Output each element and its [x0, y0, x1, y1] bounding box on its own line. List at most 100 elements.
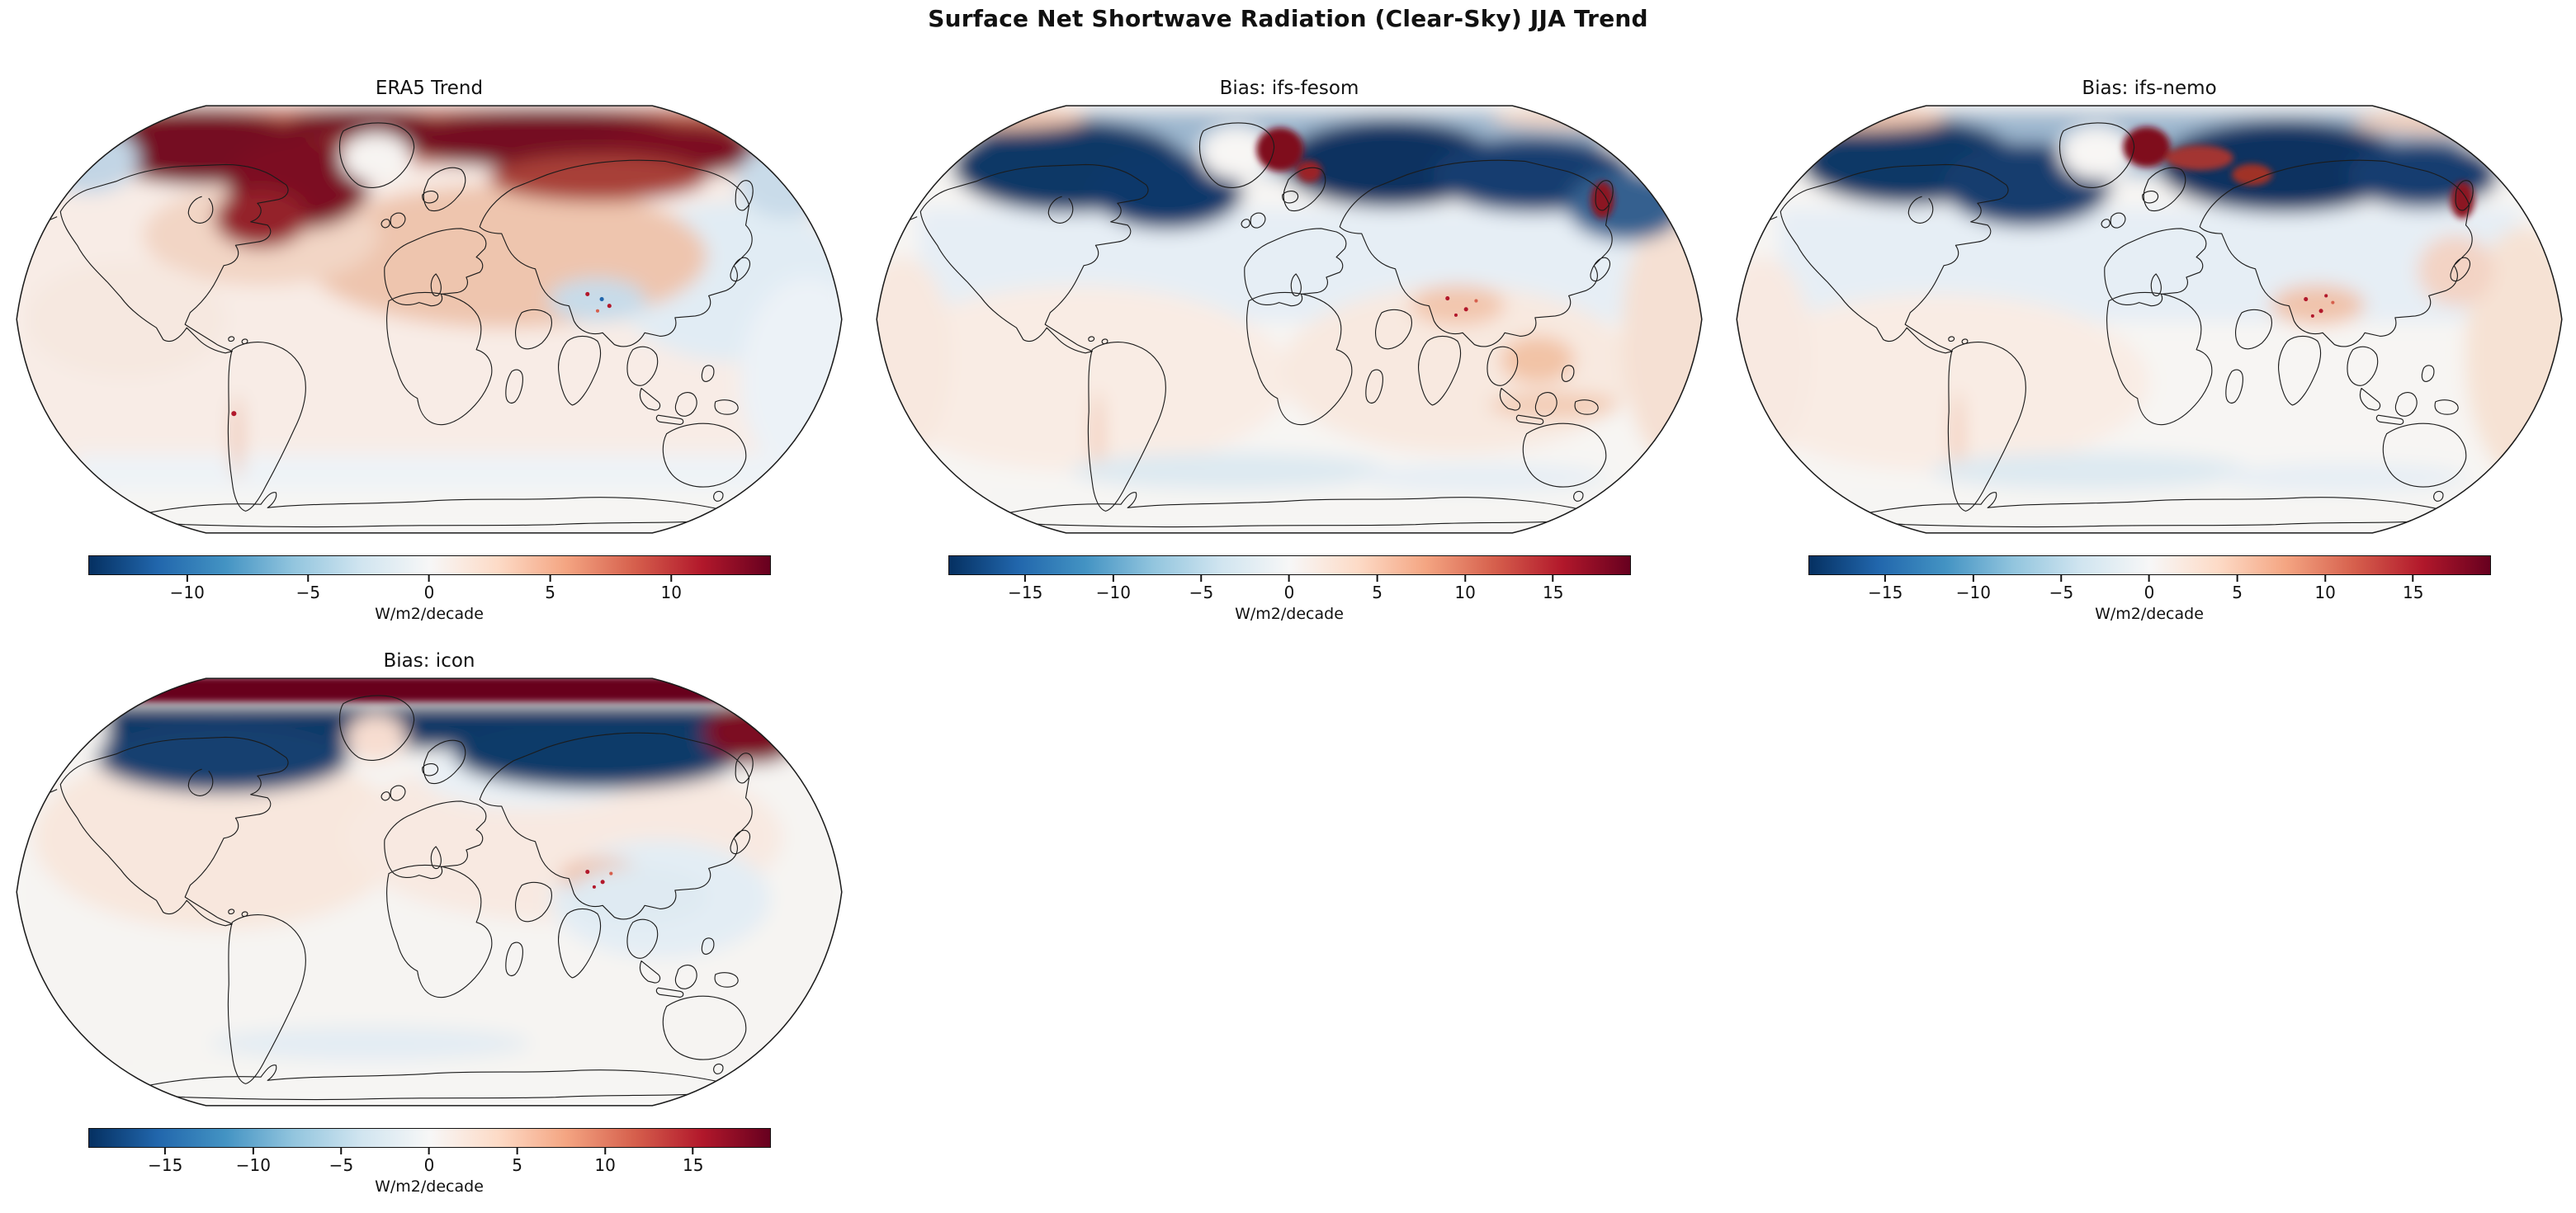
tick-mark: [252, 1148, 254, 1154]
tick-mark: [1288, 575, 1290, 582]
tick-label: 5: [2232, 583, 2243, 602]
tick-label: 15: [682, 1155, 704, 1175]
colorbar-tick: 0: [1283, 575, 1295, 602]
tick-label: 10: [660, 583, 682, 602]
colorbar-tick: 10: [1454, 575, 1476, 602]
panel-title-ifs-nemo: Bias: ifs-nemo: [2082, 78, 2217, 99]
tick-mark: [1024, 575, 1027, 582]
tick-mark: [2148, 575, 2150, 582]
tick-mark: [2060, 575, 2063, 582]
colorbar-tick: −10: [236, 1148, 271, 1175]
colorbar-ticks-era5: −10 −5 0 5 10: [88, 575, 771, 605]
colorbar-ticks-ifs-fesom: −15 −10 −5 0 5 10 15: [948, 575, 1631, 605]
tick-label: −15: [1008, 583, 1043, 602]
tick-mark: [516, 1148, 518, 1154]
tick-mark: [1884, 575, 1887, 582]
map-ifs-fesom: [868, 101, 1710, 538]
map-ifs-nemo: [1728, 101, 2570, 538]
colorbar-tick: 10: [594, 1148, 616, 1175]
colorbar-icon: [87, 1128, 771, 1148]
panel-era5-trend: ERA5 Trend −10 −5 0 5 10 W/m2/decade: [8, 76, 850, 623]
colorbar-tick: −15: [148, 1148, 182, 1175]
tick-mark: [1464, 575, 1467, 582]
colorbar-tick: −10: [170, 575, 205, 602]
colorbar-ticks-ifs-nemo: −15 −10 −5 0 5 10 15: [1808, 575, 2491, 605]
tick-label: 15: [1542, 583, 1564, 602]
panel-title-icon: Bias: icon: [383, 650, 475, 672]
tick-mark: [428, 1148, 430, 1154]
panel-bias-ifs-nemo: Bias: ifs-nemo −15 −10 −5 0 5 10 15 W/m2/decad…: [1728, 76, 2570, 623]
colorbar-block-ifs-nemo: −15 −10 −5 0 5 10 15 W/m2/decade: [1808, 555, 2491, 623]
tick-label: 0: [2144, 583, 2155, 602]
colorbar-tick: −5: [2049, 575, 2073, 602]
tick-label: 5: [512, 1155, 522, 1175]
panel-title-era5: ERA5 Trend: [375, 78, 484, 99]
panel-bias-ifs-fesom: Bias: ifs-fesom −15 −10 −5 0 5 10 15 W/m2/deca…: [868, 76, 1710, 623]
tick-label: −5: [1189, 583, 1214, 602]
tick-mark: [604, 1148, 607, 1154]
colorbar-tick: −10: [1096, 575, 1131, 602]
map-svg-ifs-fesom: [876, 105, 1703, 534]
colorbar-label-era5: W/m2/decade: [375, 605, 484, 623]
colorbar-tick: 10: [2314, 575, 2336, 602]
colorbar-ifs-nemo: [1808, 555, 2491, 575]
colorbar-tick: 15: [2403, 575, 2423, 602]
tick-mark: [186, 575, 188, 582]
map-svg-icon: [16, 677, 843, 1107]
tick-label: 10: [594, 1155, 616, 1175]
colorbar-tick: 5: [512, 1148, 522, 1175]
colorbar-tick: 0: [423, 575, 435, 602]
map-icon: [8, 673, 850, 1111]
tick-mark: [428, 575, 430, 582]
colorbar-label-icon: W/m2/decade: [375, 1178, 484, 1196]
tick-mark: [307, 575, 310, 582]
tick-label: −10: [1955, 583, 1991, 602]
tick-label: −15: [1868, 583, 1903, 602]
colorbar-era5: [87, 555, 771, 575]
tick-mark: [2324, 575, 2327, 582]
tick-label: −15: [148, 1155, 183, 1175]
colorbar-tick: 5: [1372, 575, 1383, 602]
tick-label: −10: [235, 1155, 271, 1175]
map-svg-era5: [16, 105, 843, 534]
tick-label: 5: [1372, 583, 1383, 602]
colorbar-ifs-fesom: [948, 555, 1631, 575]
tick-label: 5: [545, 583, 555, 602]
panel-bias-icon: Bias: icon −15 −10 −5 0 5 10 15 W/m2/decade: [8, 649, 850, 1196]
tick-mark: [2236, 575, 2238, 582]
colorbar-tick: −5: [329, 1148, 353, 1175]
colorbar-label-ifs-fesom: W/m2/decade: [1235, 605, 1344, 623]
tick-mark: [549, 575, 551, 582]
tick-label: 10: [2314, 583, 2336, 602]
tick-label: 0: [1283, 583, 1295, 602]
tick-label: −10: [169, 583, 205, 602]
colorbar-block-icon: −15 −10 −5 0 5 10 15 W/m2/decade: [87, 1128, 771, 1196]
colorbar-tick: 15: [683, 1148, 703, 1175]
colorbar-tick: −10: [1956, 575, 1991, 602]
tick-mark: [670, 575, 673, 582]
tick-label: 0: [423, 1155, 435, 1175]
colorbar-tick: 15: [1543, 575, 1563, 602]
colorbar-block-era5: −10 −5 0 5 10 W/m2/decade: [87, 555, 771, 623]
tick-mark: [164, 1148, 167, 1154]
tick-mark: [1376, 575, 1378, 582]
colorbar-tick: 5: [2232, 575, 2243, 602]
colorbar-ticks-icon: −15 −10 −5 0 5 10 15: [88, 1148, 771, 1178]
tick-mark: [1112, 575, 1114, 582]
map-era5: [8, 101, 850, 538]
tick-label: −10: [1095, 583, 1131, 602]
figure-title: Surface Net Shortwave Radiation (Clear-S…: [928, 5, 1648, 32]
colorbar-block-ifs-fesom: −15 −10 −5 0 5 10 15 W/m2/decade: [948, 555, 1631, 623]
tick-label: 10: [1454, 583, 1476, 602]
tick-mark: [1200, 575, 1203, 582]
tick-label: −5: [295, 583, 321, 602]
colorbar-label-ifs-nemo: W/m2/decade: [2095, 605, 2204, 623]
tick-label: −5: [328, 1155, 354, 1175]
tick-mark: [1552, 575, 1554, 582]
tick-label: 0: [423, 583, 435, 602]
colorbar-tick: 10: [661, 575, 682, 602]
panel-title-ifs-fesom: Bias: ifs-fesom: [1219, 78, 1359, 99]
tick-mark: [2412, 575, 2414, 582]
colorbar-tick: 5: [545, 575, 555, 602]
